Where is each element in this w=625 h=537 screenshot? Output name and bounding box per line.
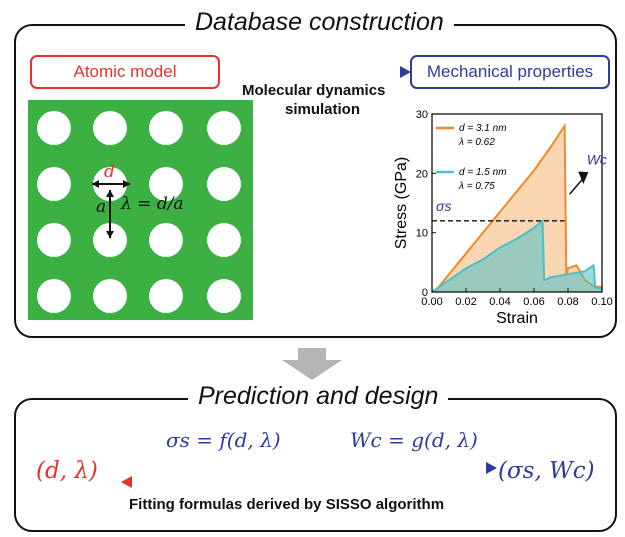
pore-3-1 <box>93 279 127 313</box>
atomic-model-label: Atomic model <box>73 62 177 81</box>
mechanical-properties-label: Mechanical properties <box>426 62 594 81</box>
d-label: d <box>104 162 115 182</box>
prediction-design-title: Prediction and design <box>188 382 449 411</box>
stress-strain-chart: 0.00 0.02 0.04 0.06 0.08 0.10 0 10 20 30 Strain Str… <box>393 109 613 327</box>
wc-formula-text: Wc = g(d, λ) <box>350 428 478 452</box>
down-arrow <box>282 348 342 380</box>
output-label: (σs, Wc) <box>498 458 595 484</box>
y-tick-label-0: 0 <box>422 287 428 299</box>
md-label-line2: simulation <box>285 101 361 118</box>
series-1-line <box>431 218 603 293</box>
md-label-line1: Molecular dynamics <box>242 82 386 99</box>
y-axis-label: Stress (GPa) <box>393 157 410 249</box>
lambda-equation-text: λ = d/a <box>121 194 184 214</box>
pore-1-0 <box>37 167 71 201</box>
pore-0-0 <box>37 111 71 145</box>
bidirectional-arrows <box>120 462 497 488</box>
y-tick-label-2: 20 <box>416 168 428 180</box>
series-1-area <box>432 220 602 292</box>
pore-0-3 <box>207 111 241 145</box>
atomic-model-box: Atomic model <box>30 55 220 89</box>
input-label: (d, λ) <box>36 458 98 484</box>
pore-1-3 <box>207 167 241 201</box>
wc-arrow-head <box>578 171 589 185</box>
y-tick-label-1: 10 <box>416 228 428 240</box>
pore-2-0 <box>37 223 71 257</box>
wc-label: Wc <box>587 151 607 167</box>
porous-sheet-model <box>28 100 253 320</box>
sigma-formula-text: σs = f(d, λ) <box>166 428 281 452</box>
legend-line1-1: d = 1.5 nm <box>459 167 507 178</box>
pore-2-1 <box>93 223 127 257</box>
series-0-area <box>432 125 602 292</box>
x-tick-label-2: 0.04 <box>489 296 510 308</box>
legend-line2-0: λ = 0.62 <box>458 137 495 148</box>
sigma-formula: σs = f(d, λ) <box>166 428 281 452</box>
x-tick-label-5: 0.10 <box>591 296 612 308</box>
x-tick-label-1: 0.02 <box>455 296 476 308</box>
plot-frame <box>431 113 603 293</box>
pore-0-1 <box>93 111 127 145</box>
lambda-equation: λ = d/a <box>121 194 184 214</box>
sigma-s-label: σs <box>436 198 451 214</box>
pore-2-2 <box>149 223 183 257</box>
wc-formula: Wc = g(d, λ) <box>350 428 478 452</box>
pore-0-2 <box>149 111 183 145</box>
x-tick-label-0: 0.00 <box>421 296 442 308</box>
pore-3-2 <box>149 279 183 313</box>
database-construction-title: Database construction <box>185 8 454 37</box>
y-tick-label-3: 30 <box>416 109 428 121</box>
x-tick-label-4: 0.08 <box>557 296 578 308</box>
legend-line2-1: λ = 0.75 <box>458 181 495 192</box>
pore-2-3 <box>207 223 241 257</box>
sisso-caption: Fitting formulas derived by SISSO algori… <box>129 496 445 513</box>
mechanical-properties-box: Mechanical properties <box>410 55 610 89</box>
a-label: a <box>96 197 107 217</box>
x-axis-label: Strain <box>496 310 538 327</box>
pore-3-0 <box>37 279 71 313</box>
legend-line1-0: d = 3.1 nm <box>459 123 507 134</box>
pore-3-3 <box>207 279 241 313</box>
pore-1-2 <box>149 167 183 201</box>
md-gradient-arrow <box>220 66 411 78</box>
x-tick-label-3: 0.06 <box>523 296 544 308</box>
